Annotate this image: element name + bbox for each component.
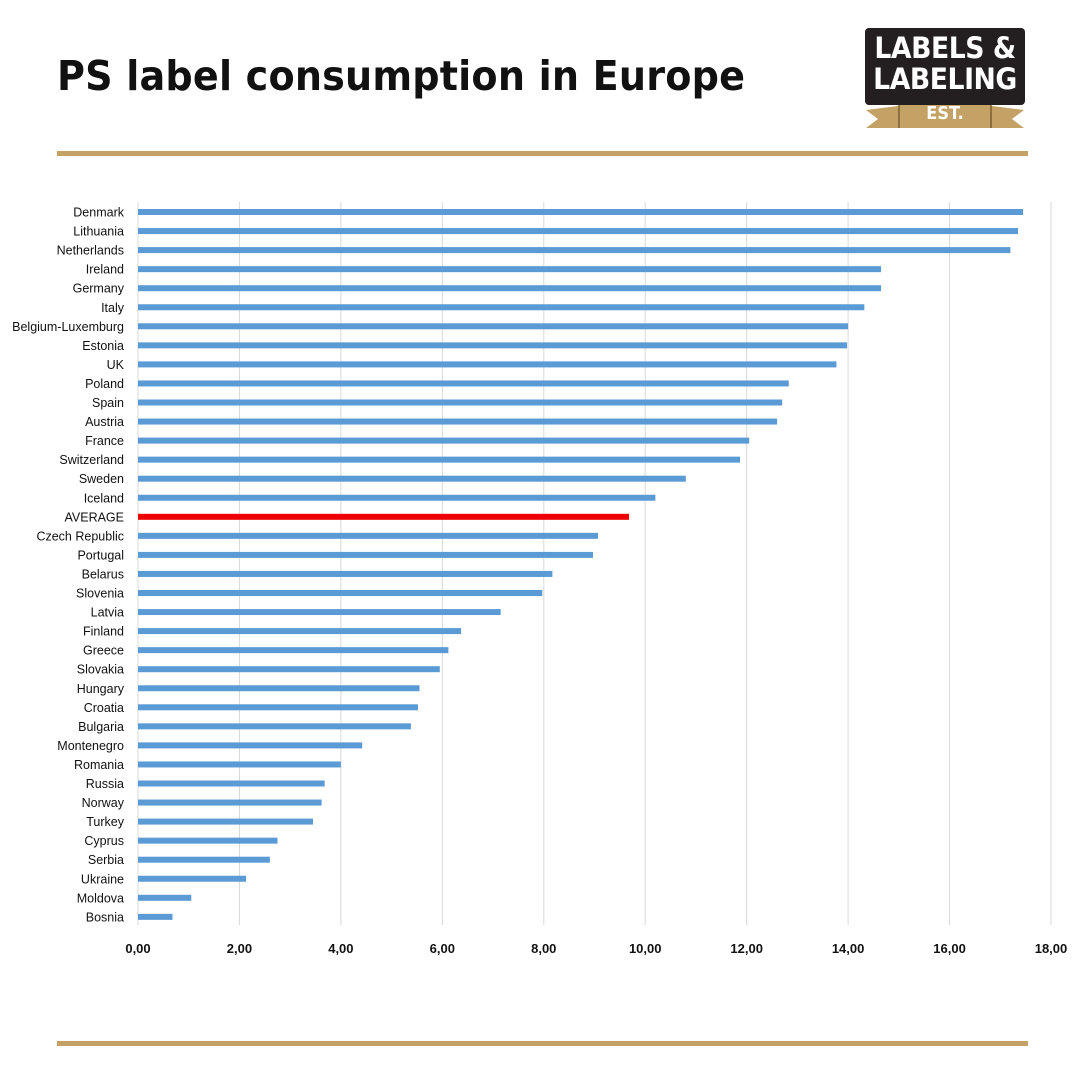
x-tick-label: 4,00 [328,941,353,956]
category-label: Montenegro [57,739,124,753]
bar [138,780,325,787]
category-label: Ukraine [81,872,124,886]
category-label: Poland [85,377,124,391]
logo-text-line-2: LABELING [873,62,1017,96]
bar [138,590,543,596]
category-label: AVERAGE [64,510,124,524]
category-label: Latvia [91,606,124,620]
bar [138,456,741,463]
x-tick-label: 2,00 [227,941,252,956]
category-label: Hungary [77,682,125,696]
bar [138,209,1024,215]
category-label: Spain [92,396,124,410]
bar [138,437,750,444]
bar [138,361,837,368]
logo-box [865,28,1025,105]
category-label: Belarus [82,567,124,581]
category-label: UK [107,358,125,372]
x-tick-label: 18,00 [1035,941,1068,956]
x-tick-label: 14,00 [832,941,865,956]
category-label: Russia [86,777,124,791]
bar [138,685,420,692]
bar [138,266,882,273]
bar [138,742,363,749]
bar [138,475,686,482]
bar [138,856,270,863]
bar-average [138,513,629,520]
category-label: Turkey [86,815,124,829]
category-label: Serbia [88,853,124,867]
bar [138,494,656,501]
bar [138,894,192,901]
logo-text-line-1: LABELS & [874,31,1016,65]
bar [138,799,322,806]
category-label: Switzerland [59,453,124,467]
bar [138,647,449,654]
category-label: Romania [74,758,124,772]
bar [138,532,599,539]
bar [138,342,848,349]
category-label: Slovenia [76,587,124,601]
category-label: Greece [83,644,124,658]
category-label: Bulgaria [78,720,124,734]
x-tick-label: 8,00 [531,941,556,956]
category-label: Slovakia [77,663,124,677]
category-label: Iceland [84,491,124,505]
category-label: Czech Republic [36,529,124,543]
bar [138,285,882,292]
bar [138,418,778,425]
bar [138,666,440,673]
category-label: Netherlands [57,244,124,258]
labels-labeling-logo: LABELS & LABELING EST. 1978 [864,28,1026,146]
x-tick-label: 6,00 [430,941,455,956]
category-label: Finland [83,625,124,639]
bar [138,399,783,406]
category-label: Norway [82,796,125,810]
category-label: Germany [73,282,125,296]
x-tick-label: 0,00 [125,941,150,956]
bar [138,551,593,558]
bar [138,323,849,330]
category-label: Croatia [84,701,124,715]
bar [138,704,418,711]
bar [138,837,278,844]
bar [138,570,553,577]
bar [138,304,865,311]
bar [138,247,1011,254]
top-divider [57,151,1028,156]
category-label: Denmark [73,206,124,220]
x-tick-label: 16,00 [933,941,966,956]
category-label: Austria [85,415,124,429]
category-label: Cyprus [84,834,124,848]
category-label: Bosnia [86,910,124,924]
x-tick-label: 10,00 [629,941,662,956]
category-label: Italy [101,301,125,315]
category-label: Sweden [79,472,124,486]
category-label: Estonia [82,339,124,353]
bottom-divider [57,1041,1028,1046]
bar [138,875,247,882]
category-label: Portugal [77,548,124,562]
bar [138,380,789,387]
bar [138,628,462,635]
category-label: France [85,434,124,448]
category-label: Belgium-Luxemburg [12,320,124,334]
category-label: Moldova [77,891,124,905]
bar [138,609,501,616]
bar [138,723,411,730]
logo-established: EST. 1978 [922,103,968,146]
bar [138,913,173,920]
category-label: Ireland [86,263,124,277]
category-label: Lithuania [73,225,124,239]
bar [138,761,341,768]
bar [138,818,313,825]
x-tick-label: 12,00 [730,941,763,956]
ribbon-icon [866,102,1024,128]
page-title: PS label consumption in Europe [57,52,746,100]
bar [138,228,1019,235]
